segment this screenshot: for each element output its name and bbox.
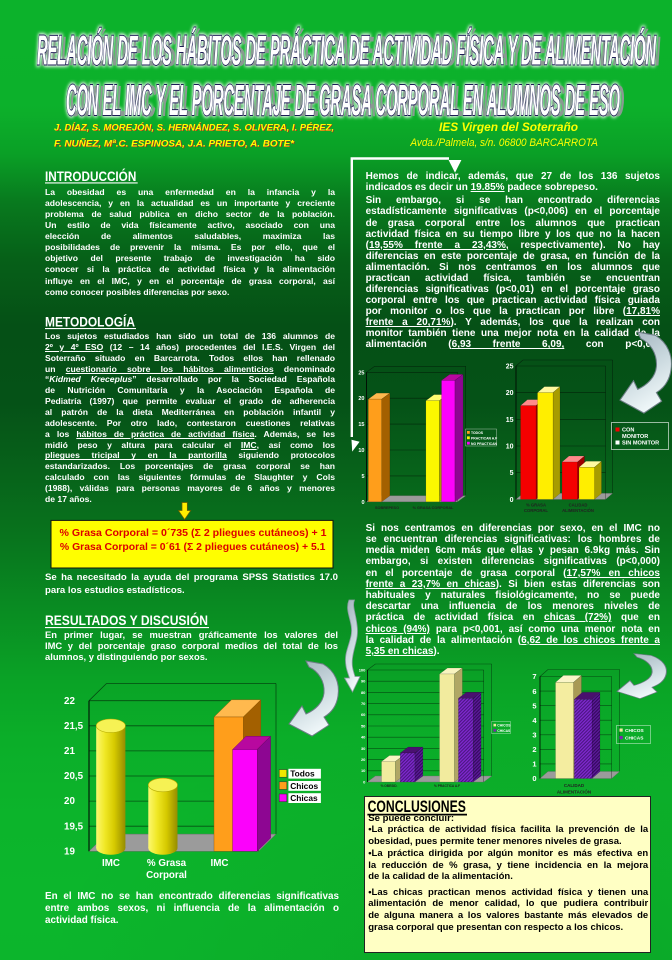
svg-text:15: 15 <box>506 417 514 424</box>
svg-text:TODOS: TODOS <box>471 431 484 435</box>
svg-text:3: 3 <box>532 731 536 740</box>
svg-text:15: 15 <box>358 422 364 428</box>
svg-text:25: 25 <box>506 364 514 371</box>
svg-text:IES Virgen del Soterraño: IES Virgen del Soterraño <box>439 120 578 134</box>
svg-text:5: 5 <box>361 474 364 480</box>
svg-text:10: 10 <box>361 768 366 773</box>
svg-text:% Grasa Corporal = 0´61 (Σ 2 p: % Grasa Corporal = 0´61 (Σ 2 pliegues cu… <box>60 542 326 553</box>
svg-text:Avda./Palmela, s/n. 06800 BARC: Avda./Palmela, s/n. 06800 BARCARROTA <box>409 137 597 149</box>
svg-text:60: 60 <box>361 712 366 717</box>
svg-text:IMC: IMC <box>102 858 120 869</box>
svg-text:% GRASA CORPORAL: % GRASA CORPORAL <box>413 506 454 510</box>
svg-text:7: 7 <box>532 672 536 681</box>
svg-text:Chicos: Chicos <box>290 781 318 791</box>
svg-text:INTRODUCCIÓN: INTRODUCCIÓN <box>45 169 136 184</box>
svg-text:22: 22 <box>64 696 75 707</box>
svg-text:19: 19 <box>64 846 75 857</box>
svg-text:% Grasa Corporal = 0´735 (Σ 2: % Grasa Corporal = 0´735 (Σ 2 pliegues c… <box>60 528 327 539</box>
svg-text:ALIMENTACIÓN: ALIMENTACIÓN <box>562 508 594 513</box>
svg-text:ALIMENTACIÓN: ALIMENTACIÓN <box>557 788 591 795</box>
svg-text:20: 20 <box>506 390 514 397</box>
svg-text:J. DÍAZ, S. MOREJÓN, S. HERNÁN: J. DÍAZ, S. MOREJÓN, S. HERNÁNDEZ, S. OL… <box>55 122 335 134</box>
svg-text:PRACTICAN A.F: PRACTICAN A.F <box>471 436 497 440</box>
svg-text:RESULTADOS Y DISCUSIÓN: RESULTADOS Y DISCUSIÓN <box>45 613 208 628</box>
svg-text:% PRACTICA A.F: % PRACTICA A.F <box>434 784 460 788</box>
svg-text:CHICAS: CHICAS <box>497 729 511 733</box>
svg-text:Chicas: Chicas <box>290 793 318 803</box>
svg-text:CALIDAD: CALIDAD <box>569 503 588 508</box>
svg-text:CON EL IMC Y EL PORCENTAJE DE: CON EL IMC Y EL PORCENTAJE DE GRASA CORP… <box>66 77 620 125</box>
svg-text:80: 80 <box>361 690 366 695</box>
svg-text:CHICOS: CHICOS <box>497 724 511 728</box>
svg-text:0: 0 <box>363 779 366 784</box>
svg-text:RELACIÓN DE LOS HÁBITOS DE PRÁ: RELACIÓN DE LOS HÁBITOS DE PRÁCTICA DE A… <box>41 28 661 75</box>
svg-text:IMC: IMC <box>211 858 229 869</box>
svg-text:CON EL IMC Y EL PORCENTAJE DE: CON EL IMC Y EL PORCENTAJE DE GRASA CORP… <box>66 77 620 125</box>
svg-text:1: 1 <box>532 760 536 769</box>
svg-text:10: 10 <box>358 448 364 454</box>
svg-text:21: 21 <box>64 746 75 757</box>
svg-text:30: 30 <box>361 746 366 751</box>
svg-text:4: 4 <box>532 716 537 725</box>
svg-text:5: 5 <box>532 701 536 710</box>
svg-text:J. DÍAZ, S. MOREJÓN, S. HERNÁN: J. DÍAZ, S. MOREJÓN, S. HERNÁNDEZ, S. OL… <box>54 122 334 134</box>
svg-text:19,5: 19,5 <box>64 821 84 832</box>
svg-text:70: 70 <box>361 701 366 706</box>
svg-text:Todos: Todos <box>290 769 315 779</box>
svg-text:21,5: 21,5 <box>64 721 84 732</box>
svg-text:5: 5 <box>510 470 514 477</box>
svg-text:50: 50 <box>361 723 366 728</box>
svg-text:RELACIÓN DE LOS HÁBITOS DE PRÁ: RELACIÓN DE LOS HÁBITOS DE PRÁCTICA DE A… <box>37 27 657 74</box>
svg-text:% Grasa: % Grasa <box>147 858 187 869</box>
svg-text:25: 25 <box>358 370 364 376</box>
svg-text:CHICAS: CHICAS <box>625 736 644 742</box>
svg-text:CON: CON <box>622 428 634 434</box>
svg-text:CHICOS: CHICOS <box>625 728 644 734</box>
svg-text:90: 90 <box>361 679 366 684</box>
svg-text:RELACIÓN DE LOS HÁBITOS DE PRÁ: RELACIÓN DE LOS HÁBITOS DE PRÁCTICA DE A… <box>37 27 657 74</box>
svg-text:MONITOR: MONITOR <box>622 434 648 440</box>
svg-text:2: 2 <box>532 745 536 754</box>
svg-text:SOBREPESO: SOBREPESO <box>375 506 399 510</box>
svg-text:6: 6 <box>532 687 536 696</box>
svg-text:20: 20 <box>358 396 364 402</box>
svg-text:CON EL IMC Y EL PORCENTAJE DE: CON EL IMC Y EL PORCENTAJE DE GRASA CORP… <box>70 78 624 126</box>
svg-text:Corporal: Corporal <box>146 870 187 881</box>
svg-text:20: 20 <box>361 757 366 762</box>
svg-text:SIN MONITOR: SIN MONITOR <box>622 441 659 447</box>
svg-text:NO PRACTICAN: NO PRACTICAN <box>471 442 498 446</box>
svg-text:CORPORAL: CORPORAL <box>524 508 548 513</box>
svg-text:% OBESID.: % OBESID. <box>381 784 398 788</box>
svg-text:20,5: 20,5 <box>64 771 84 782</box>
svg-text:100: 100 <box>359 667 366 672</box>
svg-text:40: 40 <box>361 735 366 740</box>
svg-text:F. NUÑEZ, Mª.C. ESPINOSA, J.A.: F. NUÑEZ, Mª.C. ESPINOSA, J.A. PRIETO, A… <box>55 139 296 150</box>
svg-text:0: 0 <box>361 500 364 506</box>
svg-text:0: 0 <box>532 774 536 783</box>
svg-text:CONCLUSIONES: CONCLUSIONES <box>368 797 466 816</box>
svg-text:CALIDAD: CALIDAD <box>564 783 585 788</box>
svg-text:0: 0 <box>510 497 514 504</box>
svg-text:10: 10 <box>506 444 514 451</box>
svg-text:% GRASA: % GRASA <box>526 503 546 508</box>
svg-text:F. NUÑEZ, Mª.C. ESPINOSA, J.A.: F. NUÑEZ, Mª.C. ESPINOSA, J.A. PRIETO, A… <box>54 139 295 150</box>
svg-text:METODOLOGÍA: METODOLOGÍA <box>45 314 135 329</box>
svg-text:20: 20 <box>64 796 75 807</box>
